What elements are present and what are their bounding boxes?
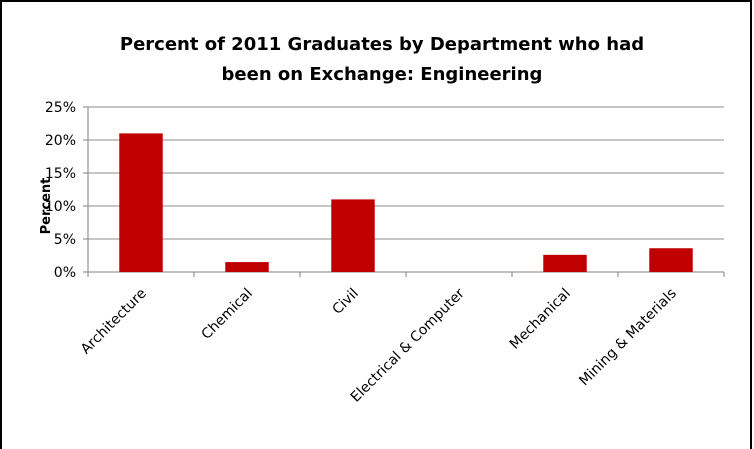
x-tick-label: Mining & Materials [576,286,680,390]
y-tick-label: 5% [54,232,76,248]
y-tick-label: 0% [54,265,76,281]
x-tick-label: Architecture [78,286,150,358]
bar [331,199,375,272]
y-tick-label: 15% [45,166,76,182]
x-tick-label: Chemical [199,286,256,343]
bars [119,133,693,272]
gridlines [88,106,724,273]
chart-title: Percent of 2011 Graduates by Department … [62,30,702,90]
y-axis: 0% 5% 10% 15% 20% 25% [45,100,89,281]
y-tick-label: 10% [45,199,76,215]
bar [225,262,269,272]
bar [543,254,587,272]
bar [119,133,163,272]
x-tick-label: Civil [329,286,361,318]
x-tick-label: Mechanical [507,286,574,353]
x-tick-label: Electrical & Computer [348,285,468,405]
y-axis-label: Percent [39,178,54,235]
y-tick-label: 25% [45,100,76,116]
chart-title-line-1: Percent of 2011 Graduates by Department … [119,34,645,55]
chart-title-line-2: been on Exchange: Engineering [221,64,543,85]
bar [649,248,693,272]
y-tick-label: 20% [45,133,76,149]
